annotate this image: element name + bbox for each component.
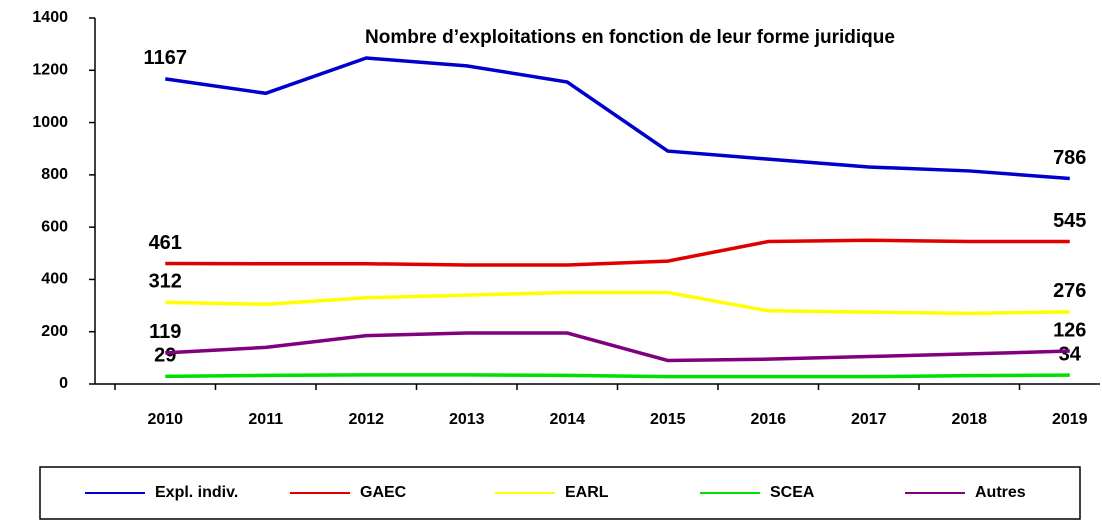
y-tick-label: 1400 [32,9,68,26]
x-tick-label: 2010 [147,411,183,428]
legend-label: Expl. indiv. [155,484,238,501]
legend-label: GAEC [360,484,407,501]
chart-title: Nombre d’exploitations en fonction de le… [365,27,895,48]
value-label: 312 [149,271,182,293]
y-tick-label: 1200 [32,62,68,79]
value-label: 1167 [144,47,187,69]
value-label: 545 [1053,210,1086,232]
series-line [165,56,1070,181]
x-tick-label: 2019 [1052,411,1088,428]
x-tick-label: 2013 [449,411,485,428]
x-tick-label: 2018 [951,411,987,428]
series-line [165,238,1070,267]
legend-label: EARL [565,484,609,501]
y-tick-label: 400 [41,271,68,288]
x-tick-label: 2011 [248,411,283,428]
value-label: 786 [1053,147,1086,169]
value-label: 34 [1059,343,1082,365]
legend-label: SCEA [770,484,815,501]
value-label: 276 [1053,280,1086,302]
value-label: 29 [154,345,176,367]
y-tick-label: 0 [59,375,68,392]
y-tick-label: 600 [41,218,68,235]
x-tick-label: 2015 [650,411,686,428]
x-tick-label: 2014 [549,411,585,428]
value-label: 119 [149,321,181,343]
x-tick-label: 2017 [851,411,887,428]
series-line [165,290,1070,316]
x-tick-label: 2012 [348,411,384,428]
value-label: 126 [1053,319,1086,341]
x-tick-label: 2016 [750,411,786,428]
y-tick-label: 800 [41,166,68,183]
series-line [165,373,1070,379]
y-tick-label: 1000 [32,114,68,131]
value-label: 461 [149,232,182,254]
series-line [165,331,1070,363]
y-tick-label: 200 [41,323,68,340]
legend-label: Autres [975,484,1026,501]
